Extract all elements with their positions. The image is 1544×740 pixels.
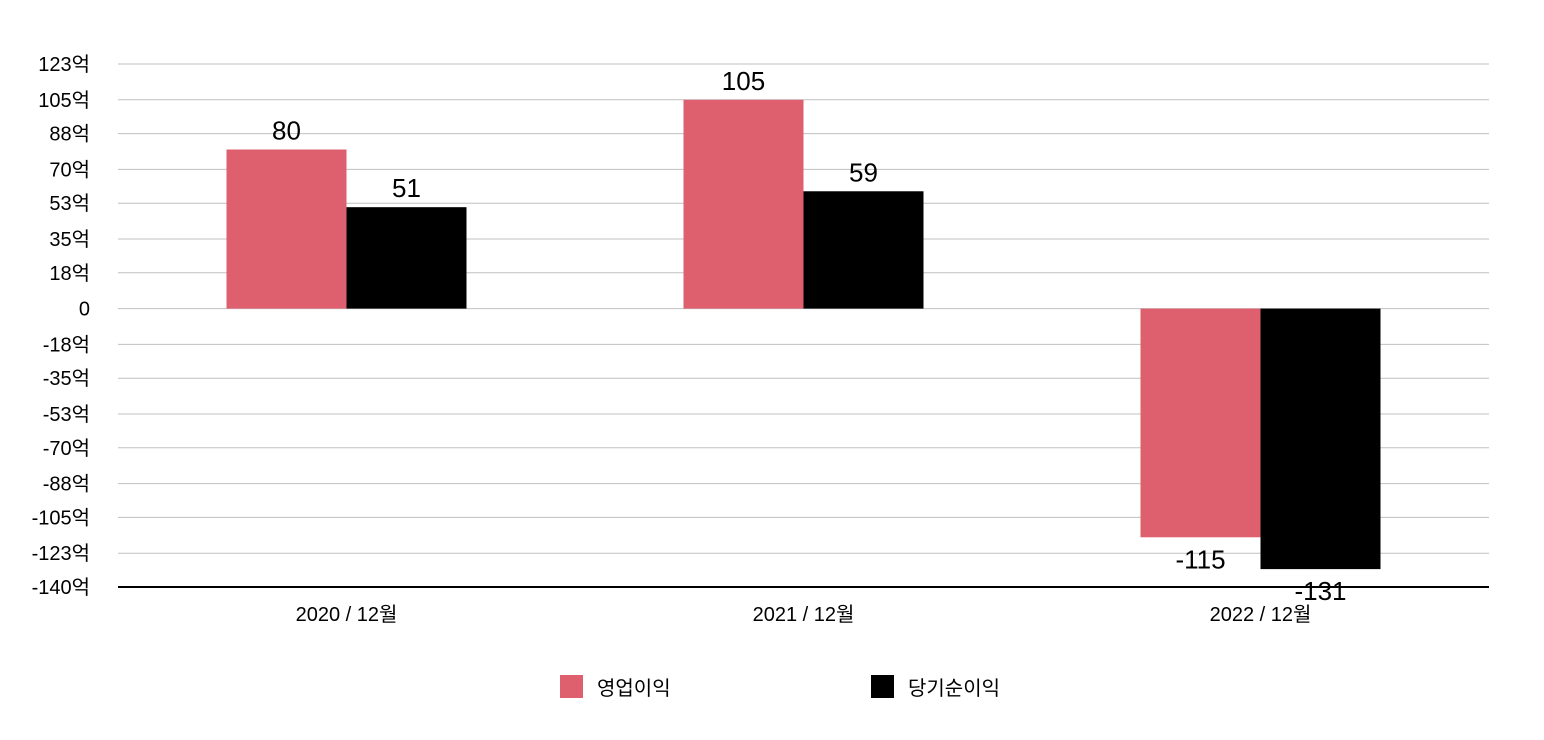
y-tick-label: -18억 (43, 333, 90, 356)
data-label: 105 (722, 66, 765, 96)
x-tick-label: 2022 / 12월 (1210, 603, 1312, 626)
y-tick-label: -123억 (32, 542, 90, 565)
y-tick-label: 18억 (49, 262, 90, 285)
y-axis-ticks: 123억 105억 88억 70억 53억 35억 18억 0 -18억 -35억 -53억 -70억… (32, 53, 90, 599)
bar-영업이익-0 (226, 149, 347, 309)
x-tick-label: 2020 / 12월 (296, 603, 398, 626)
legend-label-series-1: 당기순이익 (908, 678, 1000, 700)
legend-item-series-0: 영업이익 (560, 672, 671, 701)
legend-swatch-series-0 (560, 675, 583, 698)
bar-chart: 123억 105억 88억 70억 53억 35억 18억 0 -18억 -35억 -53억 -70억… (32, 53, 1489, 626)
data-labels: 80 51 105 59 -115 -131 (272, 66, 1346, 606)
data-label: 59 (849, 157, 878, 187)
y-tick-label: -53억 (43, 403, 90, 426)
y-tick-label: -105억 (32, 506, 90, 529)
legend-item-series-1: 당기순이익 (871, 672, 1000, 701)
bar-당기순이익-0 (346, 207, 467, 309)
data-label: -131 (1294, 576, 1346, 606)
y-tick-label: -140억 (32, 576, 90, 599)
y-tick-label: -88억 (43, 473, 90, 496)
y-tick-label: 35억 (49, 228, 90, 251)
y-tick-label: -35억 (43, 367, 90, 390)
legend-swatch-series-1 (871, 675, 894, 698)
y-tick-label: 70억 (49, 158, 90, 181)
y-tick-label: 0 (79, 299, 90, 321)
legend-label-series-0: 영업이익 (597, 678, 671, 700)
bar-영업이익-2 (1140, 308, 1261, 538)
y-tick-label: -70억 (43, 437, 90, 460)
bar-당기순이익-2 (1260, 308, 1381, 570)
data-label: 80 (272, 116, 301, 146)
bar-당기순이익-1 (803, 191, 924, 309)
y-tick-label: 88억 (49, 123, 90, 146)
x-tick-label: 2021 / 12월 (753, 603, 855, 626)
data-label: -115 (1175, 544, 1225, 574)
data-label: 51 (392, 173, 421, 203)
legend: 영업이익 당기순이익 (0, 672, 1544, 702)
bar-영업이익-1 (683, 99, 804, 309)
bars (226, 99, 1381, 570)
y-tick-label: 123억 (38, 53, 90, 76)
x-axis-ticks: 2020 / 12월 2021 / 12월 2022 / 12월 (296, 603, 1312, 626)
y-tick-label: 105억 (38, 89, 90, 112)
y-tick-label: 53억 (49, 192, 90, 215)
